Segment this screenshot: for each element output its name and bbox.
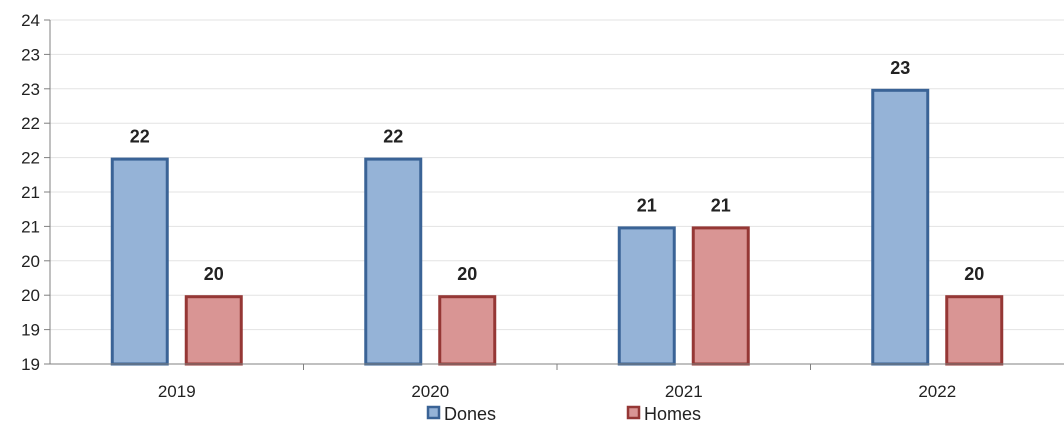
y-tick-label: 22 xyxy=(21,149,40,168)
bar-dones-2022 xyxy=(871,88,930,366)
y-tick-label: 20 xyxy=(21,252,40,271)
data-label: 22 xyxy=(383,127,403,147)
bar-dones-2020 xyxy=(364,157,423,366)
y-tick-label: 19 xyxy=(21,321,40,340)
data-label: 20 xyxy=(964,264,984,284)
data-labels: 22 20 22 20 21 21 23 20 xyxy=(130,58,985,284)
bar-dones-2019 xyxy=(110,157,169,366)
data-label: 23 xyxy=(890,58,910,78)
legend: Dones Homes xyxy=(426,404,701,424)
y-tick-label: 21 xyxy=(21,217,40,236)
data-label: 21 xyxy=(637,195,657,215)
data-label: 20 xyxy=(204,264,224,284)
x-tick-label: 2021 xyxy=(665,382,703,401)
y-tick-label: 20 xyxy=(21,286,40,305)
bar-dones-2021 xyxy=(617,226,676,366)
x-tick-label: 2019 xyxy=(158,382,196,401)
legend-label-homes: Homes xyxy=(644,404,701,424)
bar-homes-2019 xyxy=(184,295,243,366)
y-tick-label: 23 xyxy=(21,80,40,99)
data-label: 22 xyxy=(130,127,150,147)
legend-label-dones: Dones xyxy=(444,404,496,424)
bar-homes-2021 xyxy=(691,226,750,366)
y-tick-label: 19 xyxy=(21,355,40,374)
bar-homes-2022 xyxy=(945,295,1004,366)
legend-swatch-dones xyxy=(426,405,441,420)
y-tick-label: 23 xyxy=(21,45,40,64)
bars-group xyxy=(110,88,1004,366)
data-label: 21 xyxy=(711,195,731,215)
legend-swatch-homes xyxy=(626,405,641,420)
x-tick-label: 2022 xyxy=(918,382,956,401)
y-tick-label: 24 xyxy=(21,11,40,30)
x-tick-label: 2020 xyxy=(411,382,449,401)
y-tick-label: 21 xyxy=(21,183,40,202)
y-tick-label: 22 xyxy=(21,114,40,133)
bar-homes-2020 xyxy=(438,295,497,366)
data-label: 20 xyxy=(457,264,477,284)
